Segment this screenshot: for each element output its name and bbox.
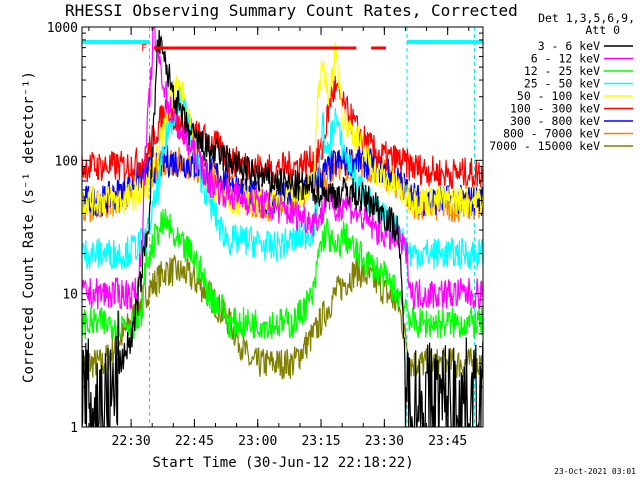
y-axis-label: Corrected Count Rate (s⁻¹ detector⁻¹) (21, 71, 37, 383)
x-tick-label: 22:45 (175, 434, 214, 449)
series-trace-6 (82, 76, 483, 190)
x-tick-label: 23:15 (301, 434, 340, 449)
legend-label: 3 - 6 keV (538, 39, 600, 53)
x-axis: 22:30 22:45 23:00 23:15 23:30 23:45 (88, 27, 470, 449)
series-trace-5 (82, 42, 483, 218)
series-trace-1 (82, 29, 483, 427)
x-axis-label: Start Time (30-Jun-12 22:18:22) (152, 455, 413, 471)
y-tick-label: 1000 (47, 21, 78, 36)
generation-timestamp: 23-Oct-2021 03:01 (554, 467, 636, 476)
legend-label: 25 - 50 keV (524, 77, 600, 91)
legend-header-line-1: Det 1,3,5,6,9, (538, 11, 635, 25)
legend-label: 7000 - 15000 keV (489, 139, 600, 153)
y-axis: 1 10 100 1000 (47, 21, 483, 436)
x-tick-label: 22:30 (112, 434, 151, 449)
flare-flag-label: F (141, 43, 147, 54)
legend-label: 50 - 100 keV (517, 89, 600, 103)
plot-frame (81, 26, 484, 428)
legend-label: 800 - 7000 keV (503, 127, 600, 141)
plot-area: F (82, 27, 483, 427)
x-tick-label: 23:45 (428, 434, 467, 449)
chart-title: RHESSI Observing Summary Count Rates, Co… (65, 1, 518, 20)
legend-label: 100 - 300 keV (510, 102, 600, 116)
series-trace-3 (82, 208, 483, 340)
y-tick-label: 10 (62, 288, 78, 303)
series-trace-4 (82, 86, 483, 271)
legend-header-line-2: Att 0 (585, 23, 620, 37)
legend-label: 6 - 12 keV (531, 52, 600, 66)
y-tick-label: 100 (55, 154, 78, 169)
series-trace-2 (82, 27, 483, 310)
legend-label: 300 - 800 keV (510, 114, 600, 128)
y-tick-label: 1 (70, 421, 78, 436)
x-tick-label: 23:00 (238, 434, 277, 449)
legend-label: 12 - 25 keV (524, 64, 600, 78)
x-tick-label: 23:30 (365, 434, 404, 449)
